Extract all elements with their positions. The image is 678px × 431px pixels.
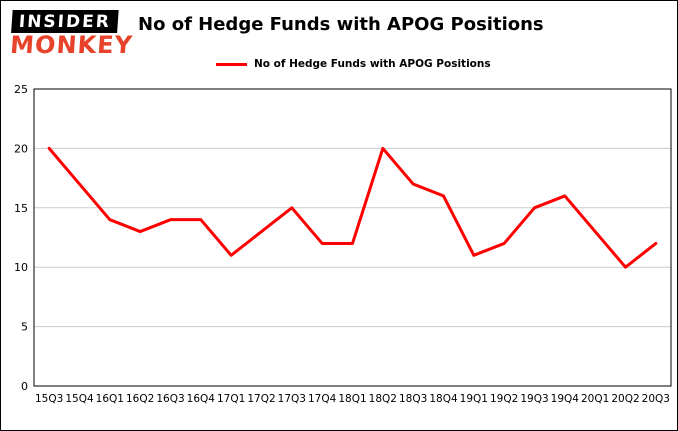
x-axis-label: 15Q4 xyxy=(65,393,94,405)
x-axis-label: 19Q2 xyxy=(490,393,518,405)
x-axis-label: 17Q1 xyxy=(217,393,245,405)
logo-insider-text: INSIDER xyxy=(11,10,119,33)
x-axis-label: 16Q3 xyxy=(156,393,184,405)
y-tick-label: 20 xyxy=(14,142,28,155)
y-tick-label: 15 xyxy=(14,202,28,215)
x-axis-label: 20Q2 xyxy=(611,393,639,405)
x-axis-label: 18Q1 xyxy=(338,393,366,405)
x-axis-label: 16Q1 xyxy=(96,393,124,405)
plot-border xyxy=(33,88,672,387)
x-axis-label: 19Q1 xyxy=(460,393,488,405)
logo-monkey-text: MONKEY xyxy=(9,31,134,59)
x-axis-label: 17Q4 xyxy=(308,393,337,405)
x-axis-label: 20Q1 xyxy=(581,393,609,405)
x-axis-label: 19Q4 xyxy=(551,393,580,405)
legend: No of Hedge Funds with APOG Positions xyxy=(216,58,491,70)
legend-line-swatch xyxy=(216,62,247,66)
x-axis-label: 18Q3 xyxy=(399,393,427,405)
series-line xyxy=(47,146,658,269)
legend-series-label: No of Hedge Funds with APOG Positions xyxy=(254,58,491,70)
x-axis-label: 20Q3 xyxy=(642,393,670,405)
x-axis-label: 17Q3 xyxy=(278,393,306,405)
chart-title: No of Hedge Funds with APOG Positions xyxy=(138,14,544,35)
x-axis-label: 19Q3 xyxy=(520,393,548,405)
insider-monkey-logo: INSIDER MONKEY xyxy=(9,10,135,59)
x-axis-label: 18Q4 xyxy=(429,393,458,405)
x-axis-label: 16Q4 xyxy=(187,393,216,405)
y-tick-label: 25 xyxy=(14,83,28,96)
y-tick-label: 0 xyxy=(21,380,28,393)
x-axis-label: 17Q2 xyxy=(247,393,275,405)
x-axis-label: 15Q3 xyxy=(35,393,63,405)
x-axis-label: 18Q2 xyxy=(369,393,397,405)
y-tick-label: 5 xyxy=(21,321,28,334)
y-tick-label: 10 xyxy=(14,261,28,274)
x-axis-label: 16Q2 xyxy=(126,393,154,405)
